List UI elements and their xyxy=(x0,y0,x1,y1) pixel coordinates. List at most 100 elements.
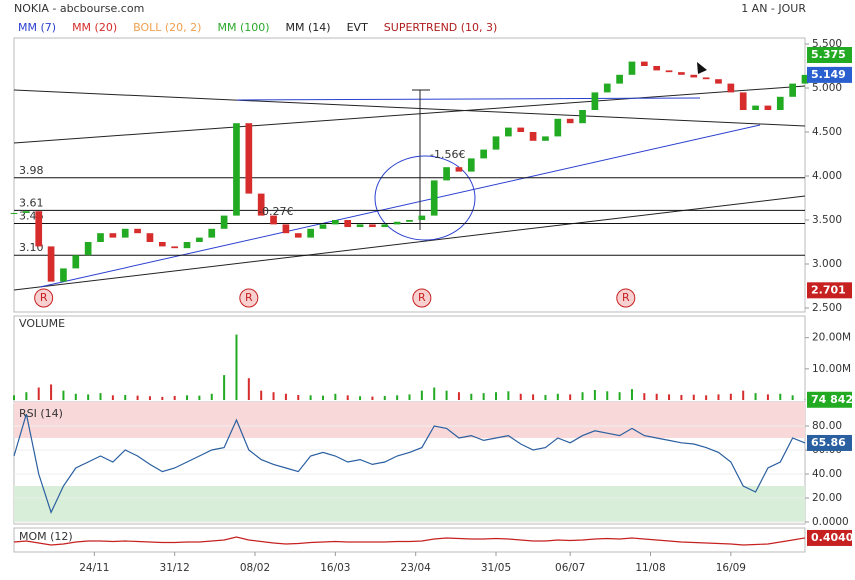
candle xyxy=(393,221,401,225)
legend-item: EVT xyxy=(347,21,368,34)
volume-bar xyxy=(136,395,139,400)
volume-bar xyxy=(433,387,436,400)
legend-item: SUPERTREND (10, 3) xyxy=(384,21,498,34)
volume-bar xyxy=(717,394,720,400)
y-tick-label: 20.00M xyxy=(812,332,851,344)
volume-bar xyxy=(25,392,28,400)
y-tick-label: 20.00 xyxy=(812,492,842,504)
volume-bar xyxy=(62,390,65,400)
volume-bar xyxy=(346,395,349,400)
volume-bar xyxy=(754,393,757,400)
candle xyxy=(121,228,129,238)
volume-bar xyxy=(198,395,201,400)
candle xyxy=(171,246,179,249)
volume-bar xyxy=(148,396,151,400)
volume-bar xyxy=(457,392,460,400)
volume-bar xyxy=(371,396,374,400)
event-marker xyxy=(34,288,54,308)
volume-bar xyxy=(630,389,633,400)
volume-bar xyxy=(173,395,176,400)
overbought-zone xyxy=(14,402,805,438)
y-tick-label: 0.0000 xyxy=(812,516,849,528)
candle xyxy=(752,105,759,110)
value-badge-label: 0.4040 xyxy=(811,531,854,544)
candle xyxy=(233,123,240,216)
candle xyxy=(294,233,302,238)
volume-bar xyxy=(396,395,399,400)
candle xyxy=(84,242,92,256)
volume-bar xyxy=(470,393,473,400)
candle xyxy=(97,233,104,242)
volume-bar xyxy=(655,393,658,400)
candle xyxy=(307,228,314,238)
level-label: 3.98 xyxy=(19,164,44,177)
candle xyxy=(406,220,413,222)
x-tick-label: 31/05 xyxy=(481,562,511,574)
candle xyxy=(196,237,203,242)
value-badge-label: 5.149 xyxy=(811,68,846,81)
volume-bar xyxy=(420,390,423,400)
volume-bar xyxy=(519,393,522,400)
mom-panel xyxy=(13,527,806,553)
x-tick-label: 11/08 xyxy=(635,562,665,574)
event-marker xyxy=(616,288,636,308)
candle xyxy=(381,224,389,228)
volume-bar xyxy=(556,393,559,400)
panel-title: VOLUME xyxy=(19,317,65,330)
value-badge xyxy=(807,391,852,408)
x-tick-label: 06/07 xyxy=(555,562,585,574)
volume-bar xyxy=(482,393,485,400)
value-badge xyxy=(807,66,852,83)
candle xyxy=(282,224,290,234)
candle xyxy=(109,233,117,238)
candle xyxy=(369,224,376,228)
candle xyxy=(640,61,648,66)
rsi-line xyxy=(13,413,806,515)
panel-title: MOM (12) xyxy=(19,530,73,543)
candle xyxy=(554,118,562,137)
volume-bar xyxy=(284,393,287,400)
y-tick-label: 4.000 xyxy=(812,170,842,182)
volume-bar xyxy=(729,393,732,400)
volume-panel xyxy=(13,315,806,403)
level-label: 3.61 xyxy=(19,196,44,209)
value-badge-label: 2.701 xyxy=(811,283,846,296)
legend-item: MM (20) xyxy=(72,21,117,34)
annotation: -1.56€ xyxy=(430,148,465,161)
candle xyxy=(801,74,809,84)
candle xyxy=(789,83,796,97)
y-tick-label: 2.500 xyxy=(812,302,842,314)
x-tick-label: 16/03 xyxy=(320,562,350,574)
volume-bar xyxy=(668,394,671,400)
volume-bar xyxy=(359,396,362,400)
volume-bar xyxy=(532,394,535,400)
candle xyxy=(628,61,636,75)
volume-bar xyxy=(297,395,300,400)
event-marker-label: R xyxy=(622,291,630,304)
price-panel xyxy=(13,37,806,313)
volume-bar xyxy=(223,375,226,400)
volume-bar xyxy=(495,392,498,400)
candle xyxy=(603,83,611,93)
volume-bar xyxy=(272,392,275,400)
candle xyxy=(319,224,327,229)
candle xyxy=(529,132,537,141)
volume-bar xyxy=(779,393,782,400)
volume-bar xyxy=(309,395,312,400)
legend-item: MM (100) xyxy=(217,21,269,34)
candle xyxy=(764,105,772,110)
x-tick-label: 08/02 xyxy=(240,562,270,574)
event-marker-label: R xyxy=(418,291,426,304)
volume-bar xyxy=(606,391,609,400)
volume-bar xyxy=(50,384,53,400)
candle xyxy=(220,215,228,229)
candle xyxy=(727,83,735,93)
volume-bar xyxy=(13,395,15,400)
candle xyxy=(739,92,747,110)
candle xyxy=(72,255,80,269)
legend-item: MM (7) xyxy=(18,21,56,34)
event-marker-label: R xyxy=(245,291,253,304)
mom-line xyxy=(13,536,806,546)
candle xyxy=(257,193,265,216)
candle xyxy=(616,74,623,84)
